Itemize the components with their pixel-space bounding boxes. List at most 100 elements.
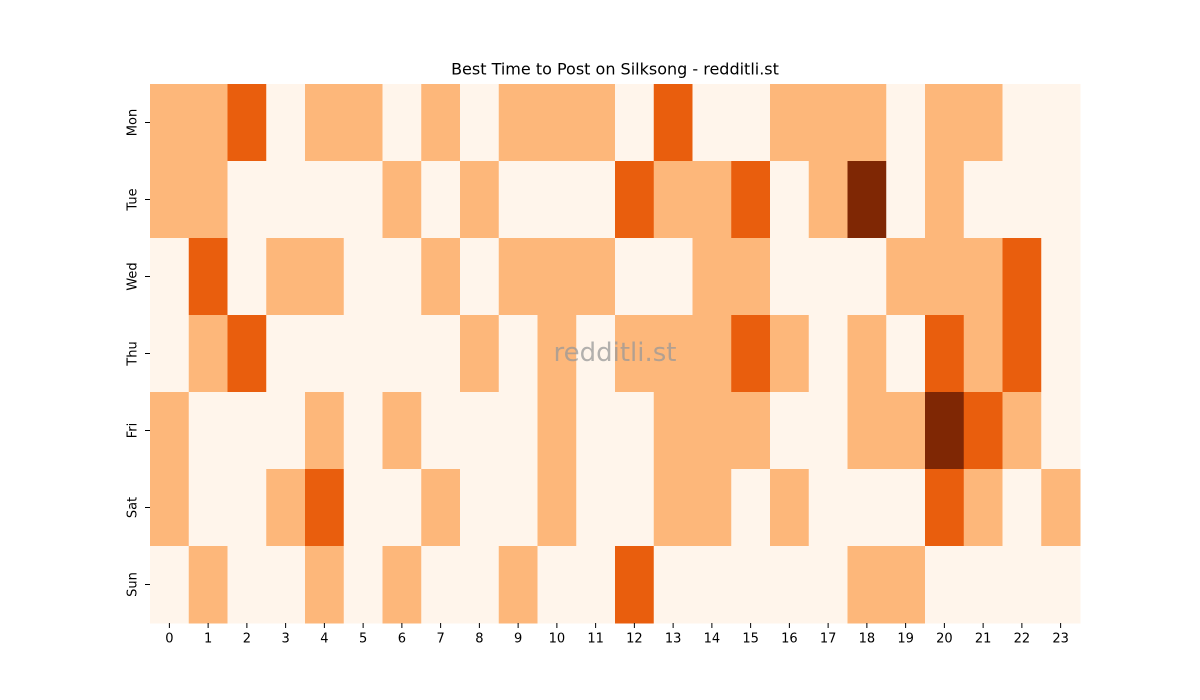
heat-cell [305,469,345,547]
heat-cell [460,546,500,624]
heat-cell [692,392,732,470]
y-tick-label: Fri [126,423,141,439]
x-tick-label: 20 [936,632,953,647]
heat-cell [266,84,306,162]
heat-cell [731,546,771,624]
heat-cell [576,315,616,393]
heat-cell [343,315,383,393]
heat-cell [925,161,965,239]
heat-cell [343,392,383,470]
heat-cell [537,238,577,316]
heat-cell [498,315,538,393]
heat-cell [731,469,771,547]
heat-cell [150,238,190,316]
watermark: redditli.st [554,338,677,368]
heat-cell [770,546,810,624]
x-tick-label: 16 [781,632,798,647]
y-tick-label: Wed [126,262,141,290]
heat-cell [770,161,810,239]
heat-cell [305,546,345,624]
heat-cell [615,546,655,624]
heat-cell [421,546,461,624]
x-tick-label: 12 [626,632,643,647]
heat-cell [925,469,965,547]
heat-cell [808,161,848,239]
heat-cell [266,161,306,239]
heat-cell [1041,469,1081,547]
heat-cell [770,392,810,470]
heat-cell [576,546,616,624]
heat-cell [227,84,267,162]
heat-cell [227,238,267,316]
heat-cell [266,238,306,316]
heat-cell [925,546,965,624]
heat-cell [731,84,771,162]
heat-cell [460,392,500,470]
heat-cell [925,84,965,162]
heat-cell [770,84,810,162]
x-tick-label: 22 [1014,632,1031,647]
heat-cell [653,84,693,162]
heat-cell [498,546,538,624]
heat-cell [1002,315,1042,393]
heat-cell [343,546,383,624]
heat-cell [382,238,422,316]
heat-cell [266,469,306,547]
heat-cell [460,161,500,239]
heat-cell [1041,315,1081,393]
x-tick-label: 23 [1052,632,1069,647]
heat-cell [537,315,577,393]
heat-cell [886,315,926,393]
heat-cell [343,469,383,547]
heat-cell [421,161,461,239]
heat-cell [963,84,1003,162]
y-tick-label: Mon [126,109,141,136]
heat-cell [421,238,461,316]
heat-cell [460,238,500,316]
heat-cell [305,238,345,316]
heat-cell [615,469,655,547]
heat-cell [1002,161,1042,239]
heat-cell [653,392,693,470]
x-tick-label: 3 [281,632,289,647]
heat-cell [537,392,577,470]
heat-cell [653,238,693,316]
x-tick-label: 0 [165,632,173,647]
y-tick-label: Thu [126,341,141,366]
heat-cell [963,315,1003,393]
heat-cell [653,469,693,547]
heat-cell [847,238,887,316]
heat-cell [731,392,771,470]
heat-cell [770,469,810,547]
heat-cell [227,161,267,239]
heat-cell [692,315,732,393]
heat-cell [653,546,693,624]
x-tick-label: 6 [398,632,406,647]
heat-cell [150,161,190,239]
x-tick-label: 7 [436,632,444,647]
x-tick-label: 18 [859,632,876,647]
heat-cell [653,161,693,239]
heat-cell [770,315,810,393]
heat-cell [1041,238,1081,316]
heat-cell [188,84,228,162]
heat-cell [886,546,926,624]
heat-cell [150,546,190,624]
heat-cell [963,238,1003,316]
x-tick-label: 11 [587,632,604,647]
x-tick-label: 17 [820,632,837,647]
heat-cell [421,392,461,470]
heat-cell [1002,546,1042,624]
heat-cell [1041,546,1081,624]
heat-cell [421,469,461,547]
heat-cell [1041,161,1081,239]
heat-cell [886,84,926,162]
heat-cell [498,238,538,316]
x-tick-label: 5 [359,632,367,647]
heat-cell [615,84,655,162]
heat-cell [343,84,383,162]
heat-cell [576,161,616,239]
heat-cell [188,469,228,547]
y-tick-label: Sun [126,572,141,597]
x-tick-label: 1 [204,632,212,647]
